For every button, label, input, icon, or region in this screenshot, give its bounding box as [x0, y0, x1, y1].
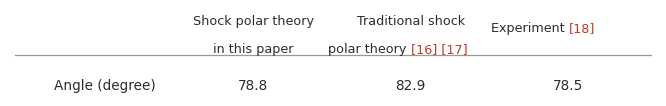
Text: 78.5: 78.5: [553, 79, 583, 93]
Text: Experiment: Experiment: [491, 22, 569, 35]
Text: [18]: [18]: [569, 22, 595, 35]
Text: in this paper: in this paper: [213, 43, 294, 56]
Text: [16] [17]: [16] [17]: [411, 43, 468, 56]
Text: Angle (degree): Angle (degree): [55, 79, 157, 93]
Text: 82.9: 82.9: [396, 79, 426, 93]
Text: Traditional shock: Traditional shock: [356, 15, 465, 28]
Text: polar theory: polar theory: [328, 43, 411, 56]
Text: 78.8: 78.8: [238, 79, 268, 93]
Text: Shock polar theory: Shock polar theory: [193, 15, 314, 28]
